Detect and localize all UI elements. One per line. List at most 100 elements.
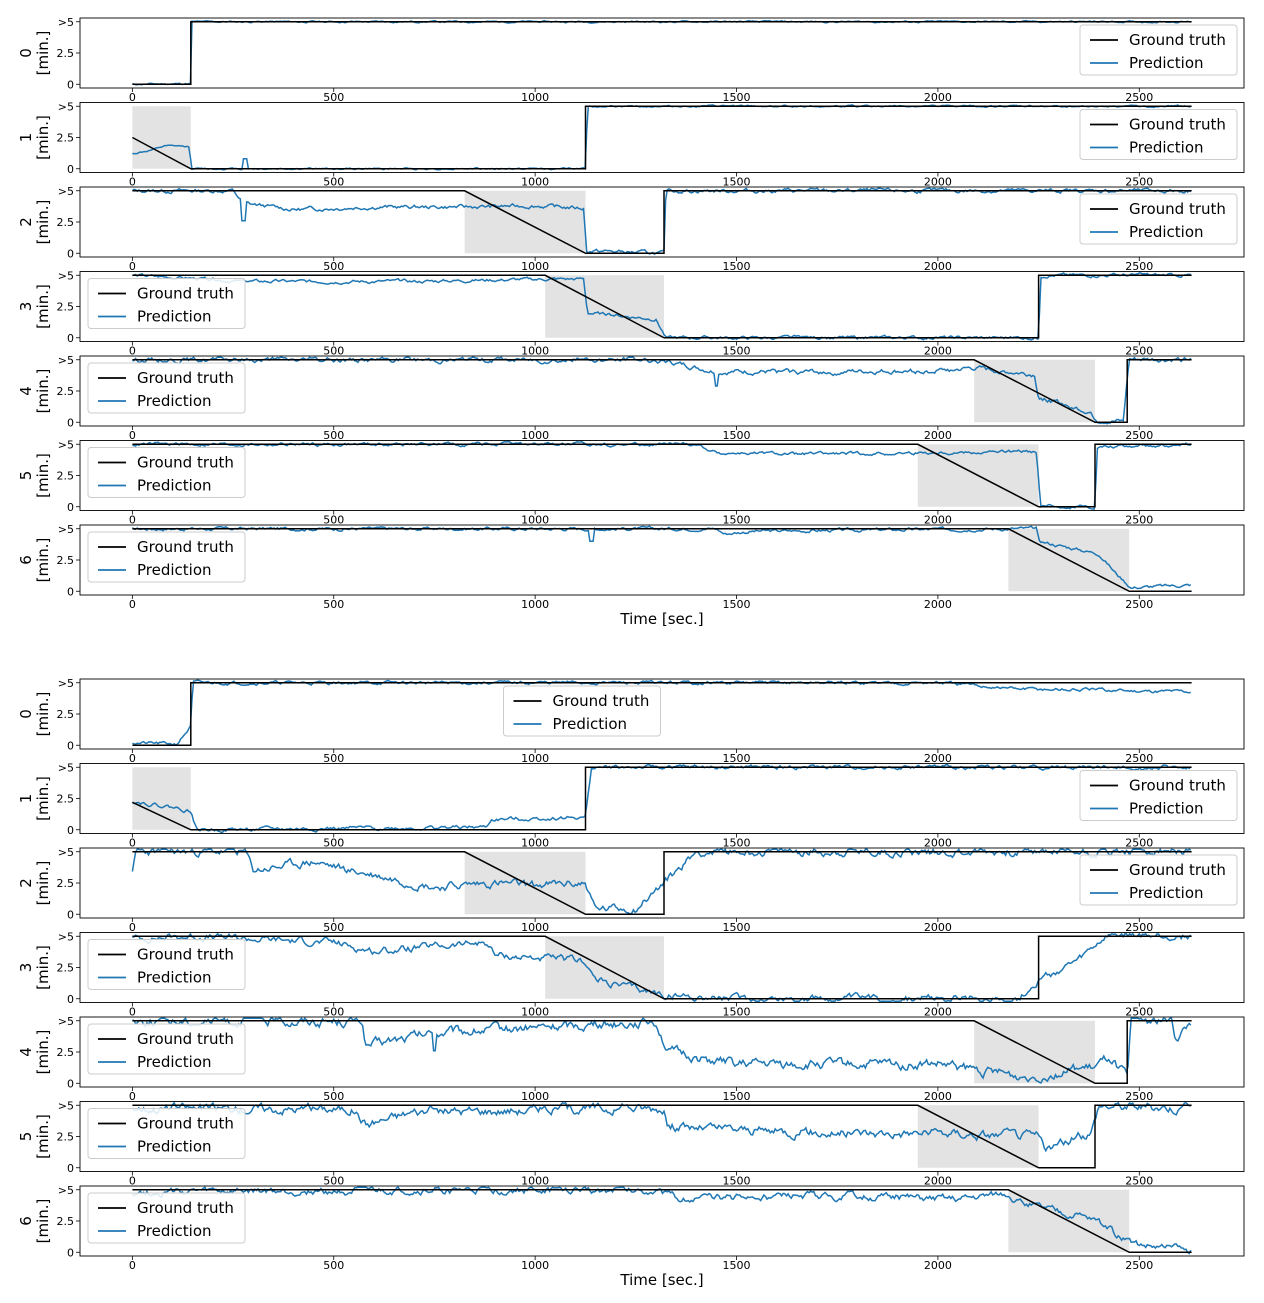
panel-1-1: 0 2.5 >5 0 500 1000 1500 2000 2500 1 [min.] Ground … <box>17 761 1245 850</box>
xtick-label: 2500 <box>1125 91 1153 104</box>
xtick-label: 500 <box>323 1090 344 1103</box>
legend-entry: Ground truth <box>553 692 650 710</box>
xtick-label: 1000 <box>521 752 549 765</box>
xtick-label: 1000 <box>521 514 549 527</box>
unit-label: [min.] <box>34 945 52 990</box>
xtick-label: 500 <box>323 1175 344 1188</box>
ytick-label: >5 <box>58 523 74 536</box>
ytick-label: 2.5 <box>57 554 75 567</box>
ytick-label: 0 <box>67 739 74 752</box>
panel-frame <box>79 440 1245 511</box>
panel-frame <box>79 1101 1245 1172</box>
unit-label: [min.] <box>34 453 52 498</box>
xtick-label: 1000 <box>521 1259 549 1272</box>
legend-entry: Prediction <box>1129 800 1204 818</box>
panel-frame <box>79 186 1245 258</box>
prediction-line <box>132 1017 1192 1084</box>
legend: Ground truth Prediction <box>87 1192 246 1244</box>
unit-label: [min.] <box>34 692 52 737</box>
x-axis-label: Time [sec.] <box>619 1271 703 1289</box>
xtick-label: 1500 <box>723 345 751 358</box>
panel-label: 1 <box>17 794 35 804</box>
legend-entry: Ground truth <box>137 369 234 387</box>
legend: Ground truth Prediction <box>1079 770 1238 821</box>
xtick-label: 1000 <box>521 176 549 189</box>
panel-label: 0 <box>17 48 35 58</box>
xtick-label: 2500 <box>1125 752 1153 765</box>
xtick-label: 1000 <box>521 598 549 611</box>
ground-truth-line <box>132 766 1192 831</box>
prediction-line <box>131 187 1192 256</box>
legend-entry: Prediction <box>1129 54 1204 72</box>
panel-label: 3 <box>17 302 35 312</box>
xtick-label: 1500 <box>723 429 751 442</box>
legend-box <box>1079 24 1238 76</box>
xtick-label: 0 <box>129 260 136 273</box>
ytick-label: 0 <box>67 824 74 837</box>
ytick-label: 0 <box>67 585 74 598</box>
xtick-label: 500 <box>323 260 344 273</box>
panel-label: 4 <box>17 386 35 396</box>
panel-label: 4 <box>17 1047 35 1057</box>
ytick-label: 0 <box>67 247 74 260</box>
legend-entry: Ground truth <box>137 1030 234 1048</box>
ytick-label: >5 <box>58 354 74 367</box>
xtick-label: 500 <box>323 176 344 189</box>
legend-entry: Ground truth <box>137 1199 234 1217</box>
prediction-line <box>131 764 1192 834</box>
unit-label: [min.] <box>34 861 52 906</box>
shade-region-0 <box>132 106 191 169</box>
panel-0-3: 0 2.5 >5 0 500 1000 1500 2000 2500 3 [min.] Ground … <box>17 269 1245 358</box>
legend-box <box>1079 193 1238 245</box>
panel-label: 6 <box>17 1216 35 1226</box>
xtick-label: 0 <box>129 598 136 611</box>
legend: Ground truth Prediction <box>87 531 246 583</box>
legend: Ground truth Prediction <box>1079 24 1238 76</box>
xtick-label: 1500 <box>723 1259 751 1272</box>
xtick-label: 2000 <box>924 1259 952 1272</box>
panel-label: 5 <box>17 471 35 481</box>
ytick-label: >5 <box>58 269 74 282</box>
prediction-line <box>131 848 1192 915</box>
legend-box <box>87 362 246 414</box>
prediction-line <box>132 19 1191 86</box>
xtick-label: 1500 <box>723 752 751 765</box>
xtick-label: 2000 <box>924 1175 952 1188</box>
xtick-label: 2000 <box>924 598 952 611</box>
unit-label: [min.] <box>34 200 52 245</box>
prediction-line <box>131 1186 1192 1255</box>
legend-entry: Prediction <box>1129 884 1204 902</box>
xtick-label: 1500 <box>723 1175 751 1188</box>
legend-entry: Prediction <box>1129 139 1204 157</box>
ytick-label: 2.5 <box>57 962 75 975</box>
legend-entry: Prediction <box>137 477 212 495</box>
xtick-label: 2500 <box>1125 1006 1153 1019</box>
legend-entry: Ground truth <box>137 1115 234 1133</box>
unit-label: [min.] <box>34 115 52 160</box>
xtick-label: 0 <box>129 921 136 934</box>
unit-label: [min.] <box>34 1030 52 1075</box>
ground-truth-line <box>132 359 1192 424</box>
ground-truth-line <box>132 21 1192 86</box>
ytick-label: 2.5 <box>57 385 75 398</box>
ytick-label: 0 <box>67 993 74 1006</box>
xtick-label: 2000 <box>924 1006 952 1019</box>
xtick-label: 0 <box>129 514 136 527</box>
xtick-label: 2000 <box>924 91 952 104</box>
legend-entry: Ground truth <box>137 454 234 472</box>
xtick-label: 500 <box>323 1259 344 1272</box>
xtick-label: 1500 <box>723 260 751 273</box>
legend-box <box>87 447 246 498</box>
xtick-label: 2000 <box>924 260 952 273</box>
xtick-label: 500 <box>323 921 344 934</box>
ytick-label: 0 <box>67 908 74 921</box>
xtick-label: 1000 <box>521 1006 549 1019</box>
ground-truth-line <box>132 851 1192 916</box>
panel-frame <box>79 678 1245 750</box>
panel-label: 5 <box>17 1132 35 1142</box>
xtick-label: 0 <box>129 429 136 442</box>
